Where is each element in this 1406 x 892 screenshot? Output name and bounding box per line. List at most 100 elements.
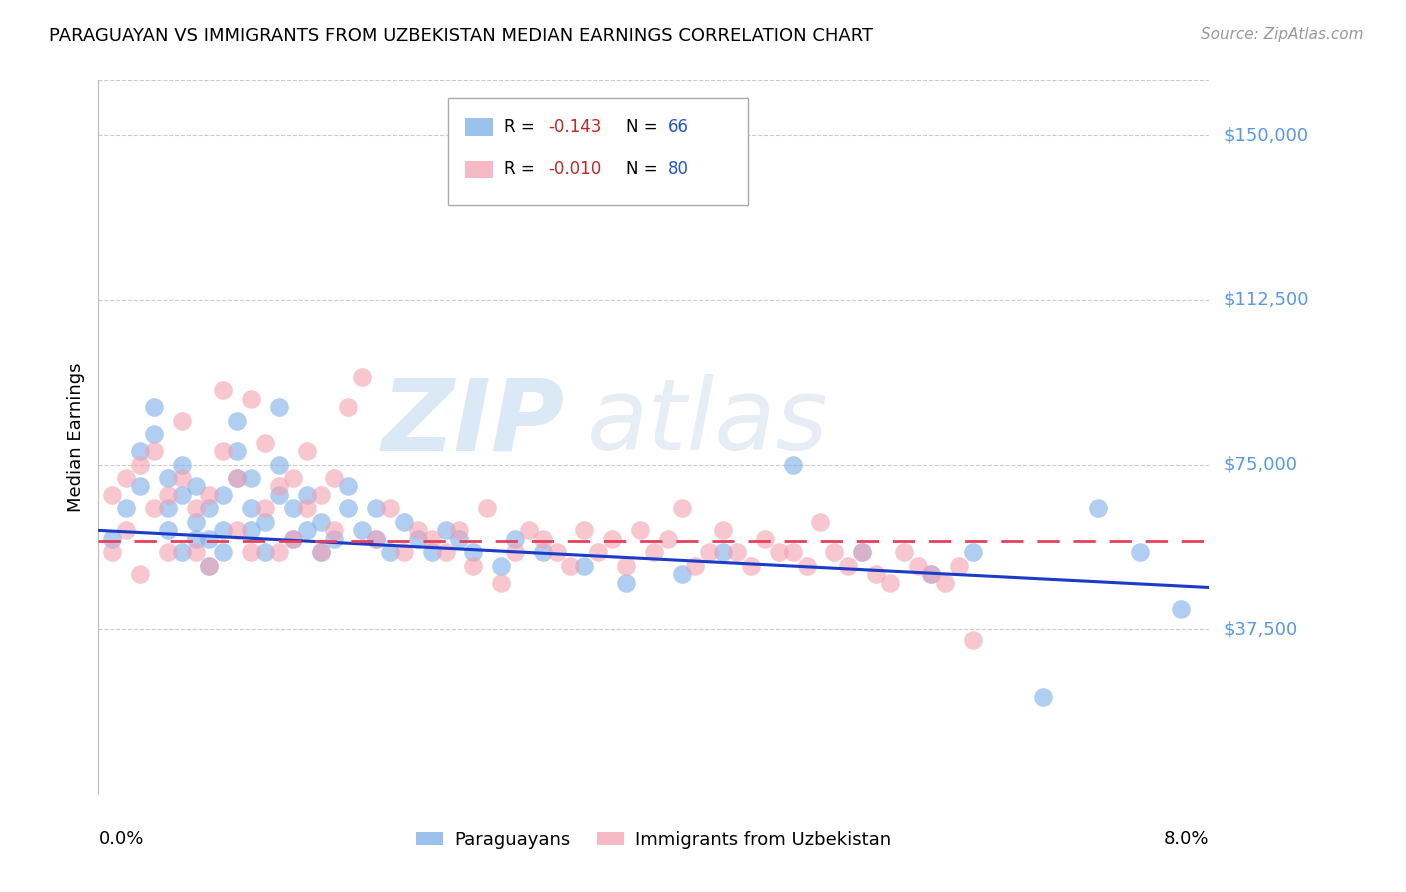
- Point: [1087, 501, 1109, 516]
- Point: [143, 501, 166, 516]
- Point: [212, 444, 235, 458]
- Point: [463, 545, 485, 559]
- Point: [851, 545, 873, 559]
- Point: [323, 471, 346, 485]
- Point: [489, 576, 512, 591]
- Point: [406, 524, 429, 538]
- Point: [198, 488, 221, 502]
- Point: [253, 501, 276, 516]
- Point: [240, 392, 263, 406]
- Point: [156, 524, 179, 538]
- Text: Source: ZipAtlas.com: Source: ZipAtlas.com: [1201, 27, 1364, 42]
- Point: [574, 558, 596, 573]
- Point: [101, 545, 124, 559]
- Point: [129, 567, 152, 582]
- Point: [768, 545, 790, 559]
- Point: [226, 471, 249, 485]
- Point: [198, 501, 221, 516]
- Point: [531, 545, 554, 559]
- Point: [934, 576, 956, 591]
- Point: [531, 532, 554, 546]
- Point: [309, 488, 332, 502]
- Point: [184, 515, 207, 529]
- Point: [129, 479, 152, 493]
- Point: [295, 501, 318, 516]
- Point: [267, 458, 290, 472]
- Point: [323, 532, 346, 546]
- Point: [782, 545, 804, 559]
- Point: [101, 488, 124, 502]
- Point: [170, 488, 193, 502]
- Point: [434, 524, 457, 538]
- Point: [1032, 690, 1054, 705]
- Point: [449, 532, 471, 546]
- Point: [614, 558, 637, 573]
- Point: [392, 515, 415, 529]
- Point: [962, 633, 984, 648]
- Point: [295, 488, 318, 502]
- Point: [184, 545, 207, 559]
- Point: [184, 532, 207, 546]
- Point: [198, 532, 221, 546]
- Point: [295, 444, 318, 458]
- Point: [823, 545, 845, 559]
- Point: [685, 558, 707, 573]
- Text: 0.0%: 0.0%: [98, 830, 143, 847]
- Text: atlas: atlas: [588, 375, 828, 471]
- Point: [420, 545, 443, 559]
- Point: [156, 545, 179, 559]
- Point: [588, 545, 610, 559]
- FancyBboxPatch shape: [449, 98, 748, 205]
- Point: [226, 414, 249, 428]
- Point: [337, 501, 360, 516]
- Text: $37,500: $37,500: [1223, 620, 1298, 638]
- Point: [143, 426, 166, 441]
- Point: [240, 501, 263, 516]
- Point: [378, 501, 401, 516]
- Point: [281, 532, 304, 546]
- Text: N =: N =: [626, 161, 662, 178]
- Point: [699, 545, 721, 559]
- Point: [170, 471, 193, 485]
- Point: [115, 471, 138, 485]
- Point: [115, 501, 138, 516]
- Point: [865, 567, 887, 582]
- Point: [463, 558, 485, 573]
- Text: 66: 66: [668, 118, 689, 136]
- Point: [420, 532, 443, 546]
- Text: R =: R =: [503, 118, 540, 136]
- Point: [711, 524, 734, 538]
- Point: [711, 545, 734, 559]
- Point: [240, 524, 263, 538]
- Point: [309, 515, 332, 529]
- Point: [782, 458, 804, 472]
- Point: [754, 532, 776, 546]
- Point: [1129, 545, 1152, 559]
- Point: [434, 545, 457, 559]
- Point: [101, 532, 124, 546]
- Point: [253, 435, 276, 450]
- Point: [226, 471, 249, 485]
- Point: [503, 532, 526, 546]
- Point: [810, 515, 832, 529]
- Text: 8.0%: 8.0%: [1164, 830, 1209, 847]
- Point: [240, 471, 263, 485]
- Point: [253, 515, 276, 529]
- Point: [503, 545, 526, 559]
- Point: [115, 524, 138, 538]
- Point: [920, 567, 942, 582]
- Point: [337, 401, 360, 415]
- Text: -0.143: -0.143: [548, 118, 602, 136]
- Point: [226, 524, 249, 538]
- Point: [725, 545, 748, 559]
- Point: [240, 545, 263, 559]
- Text: N =: N =: [626, 118, 662, 136]
- Point: [352, 524, 374, 538]
- Text: $112,500: $112,500: [1223, 291, 1309, 309]
- Point: [129, 458, 152, 472]
- Point: [295, 524, 318, 538]
- Point: [156, 501, 179, 516]
- Point: [1170, 602, 1192, 616]
- Point: [212, 488, 235, 502]
- Point: [323, 524, 346, 538]
